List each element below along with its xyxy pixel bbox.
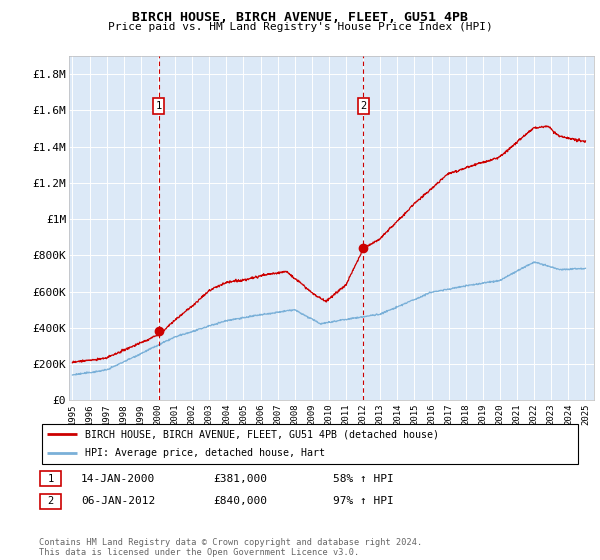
Text: 2: 2	[361, 101, 367, 111]
Text: 14-JAN-2000: 14-JAN-2000	[81, 474, 155, 484]
Text: 06-JAN-2012: 06-JAN-2012	[81, 496, 155, 506]
Text: BIRCH HOUSE, BIRCH AVENUE, FLEET, GU51 4PB (detached house): BIRCH HOUSE, BIRCH AVENUE, FLEET, GU51 4…	[85, 429, 439, 439]
Text: 1: 1	[47, 474, 53, 484]
FancyBboxPatch shape	[42, 424, 578, 464]
Text: Contains HM Land Registry data © Crown copyright and database right 2024.
This d: Contains HM Land Registry data © Crown c…	[39, 538, 422, 557]
Text: HPI: Average price, detached house, Hart: HPI: Average price, detached house, Hart	[85, 449, 325, 459]
Text: 2: 2	[47, 496, 53, 506]
Text: Price paid vs. HM Land Registry's House Price Index (HPI): Price paid vs. HM Land Registry's House …	[107, 22, 493, 32]
Text: 1: 1	[155, 101, 162, 111]
FancyBboxPatch shape	[40, 494, 61, 508]
Text: £840,000: £840,000	[213, 496, 267, 506]
Text: BIRCH HOUSE, BIRCH AVENUE, FLEET, GU51 4PB: BIRCH HOUSE, BIRCH AVENUE, FLEET, GU51 4…	[132, 11, 468, 24]
Text: 58% ↑ HPI: 58% ↑ HPI	[333, 474, 394, 484]
Text: 97% ↑ HPI: 97% ↑ HPI	[333, 496, 394, 506]
Text: £381,000: £381,000	[213, 474, 267, 484]
FancyBboxPatch shape	[40, 472, 61, 486]
